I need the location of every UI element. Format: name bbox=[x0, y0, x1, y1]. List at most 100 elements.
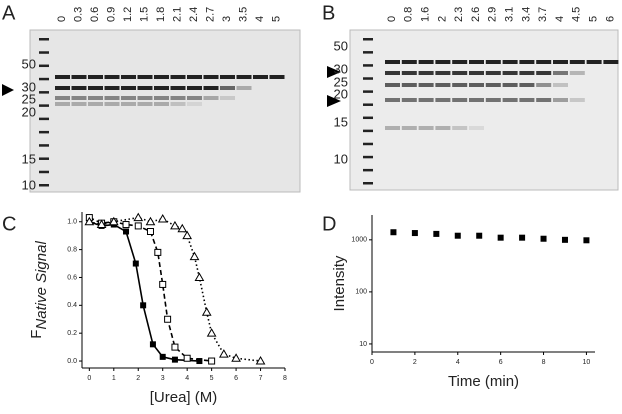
lane-label: 3.7 bbox=[537, 7, 549, 22]
lane-label: 0.9 bbox=[105, 7, 117, 22]
gel-band bbox=[418, 71, 434, 75]
x-tick-label: 2 bbox=[413, 359, 417, 366]
marker-label: 15 bbox=[334, 114, 348, 129]
lane-label: 1.2 bbox=[122, 7, 134, 22]
lane-label: 5 bbox=[270, 16, 282, 22]
gel-band bbox=[569, 98, 585, 102]
gel-band bbox=[203, 96, 219, 100]
panel-label: C bbox=[2, 213, 16, 235]
gel-band bbox=[55, 75, 70, 79]
gel-band bbox=[418, 98, 434, 102]
marker-label: 50 bbox=[22, 56, 36, 71]
lane-label: 3.5 bbox=[237, 7, 249, 22]
lane-label: 2.7 bbox=[204, 7, 216, 22]
gel-band bbox=[88, 86, 103, 90]
marker bbox=[476, 232, 483, 239]
lane-label: 0.6 bbox=[89, 7, 101, 22]
gel-band bbox=[137, 102, 153, 106]
lane-label: 0 bbox=[386, 16, 398, 22]
gel-band bbox=[469, 60, 484, 64]
gel-band bbox=[469, 83, 484, 87]
y-tick-label: 0.8 bbox=[67, 246, 77, 253]
gel-band bbox=[253, 75, 268, 79]
ladder-band bbox=[39, 130, 49, 134]
gel-band bbox=[418, 60, 434, 64]
gel-a bbox=[29, 29, 301, 193]
series-line bbox=[89, 216, 212, 362]
gel-band bbox=[435, 71, 451, 75]
gel-band bbox=[55, 86, 70, 90]
gel-band bbox=[385, 83, 400, 87]
ladder-band bbox=[39, 117, 49, 121]
x-tick-label: 4 bbox=[456, 359, 460, 366]
gel-band bbox=[536, 71, 552, 75]
lane-label: 3.1 bbox=[504, 7, 516, 22]
marker bbox=[149, 341, 156, 348]
gel-band bbox=[187, 96, 202, 100]
ladder-band bbox=[39, 91, 49, 94]
gel-band bbox=[104, 102, 120, 106]
lane-label: 2.6 bbox=[470, 7, 482, 22]
gel-band bbox=[401, 98, 417, 102]
ladder-band bbox=[363, 168, 373, 172]
lane-label: 0.8 bbox=[403, 7, 415, 22]
gel-band bbox=[55, 102, 70, 106]
lane-label: 2.3 bbox=[453, 7, 465, 22]
lane-label: 4 bbox=[254, 16, 266, 22]
gel-band bbox=[170, 96, 186, 100]
panel-label: B bbox=[322, 2, 335, 24]
marker bbox=[170, 220, 180, 230]
x-tick-label: 10 bbox=[583, 359, 591, 366]
gel-band bbox=[137, 75, 153, 79]
gel-band bbox=[104, 96, 120, 100]
gel-band bbox=[187, 102, 202, 106]
gel-band bbox=[502, 60, 518, 64]
marker bbox=[146, 228, 154, 235]
arrowhead bbox=[2, 84, 14, 96]
ladder-band bbox=[39, 157, 49, 160]
marker bbox=[218, 349, 229, 358]
x-tick-label: 0 bbox=[87, 375, 91, 382]
ladder-band bbox=[39, 51, 49, 54]
gel-band bbox=[401, 71, 417, 75]
ladder-band bbox=[363, 51, 373, 54]
gel-band bbox=[220, 86, 235, 90]
y-tick-label: 10 bbox=[359, 341, 367, 348]
gel-band bbox=[88, 96, 103, 100]
gel-band bbox=[469, 126, 484, 130]
gel-band bbox=[385, 71, 400, 75]
ladder-band bbox=[39, 38, 49, 41]
x-tick-label: 1 bbox=[112, 375, 116, 382]
lane-label: 2.4 bbox=[188, 7, 200, 22]
ladder-band bbox=[363, 155, 373, 159]
gel-band bbox=[385, 98, 400, 102]
marker-label: 25 bbox=[334, 74, 348, 89]
ladder-band bbox=[39, 170, 49, 174]
x-tick-label: 7 bbox=[259, 375, 263, 382]
marker bbox=[433, 230, 440, 237]
y-tick-label: 0.6 bbox=[67, 274, 77, 281]
marker-label: 20 bbox=[22, 104, 36, 119]
gel-band bbox=[452, 60, 468, 64]
gel-band bbox=[435, 83, 451, 87]
gel-band bbox=[452, 71, 468, 75]
marker bbox=[540, 235, 547, 242]
gel-band bbox=[401, 60, 417, 64]
marker bbox=[196, 358, 203, 365]
gel-band bbox=[121, 102, 136, 106]
panel-label: D bbox=[322, 213, 336, 235]
gel-band bbox=[187, 75, 202, 79]
gel-band bbox=[536, 60, 552, 64]
ladder-band bbox=[39, 184, 49, 187]
marker bbox=[390, 229, 397, 236]
marker bbox=[171, 343, 179, 351]
y-tick-label: 0.2 bbox=[67, 330, 77, 337]
lane-label: 3.4 bbox=[520, 7, 532, 22]
marker bbox=[182, 230, 193, 240]
marker bbox=[255, 356, 266, 365]
marker bbox=[201, 307, 212, 316]
y-label-sub: Native Signal bbox=[33, 241, 50, 330]
gel-band bbox=[452, 98, 468, 102]
marker bbox=[157, 213, 168, 223]
